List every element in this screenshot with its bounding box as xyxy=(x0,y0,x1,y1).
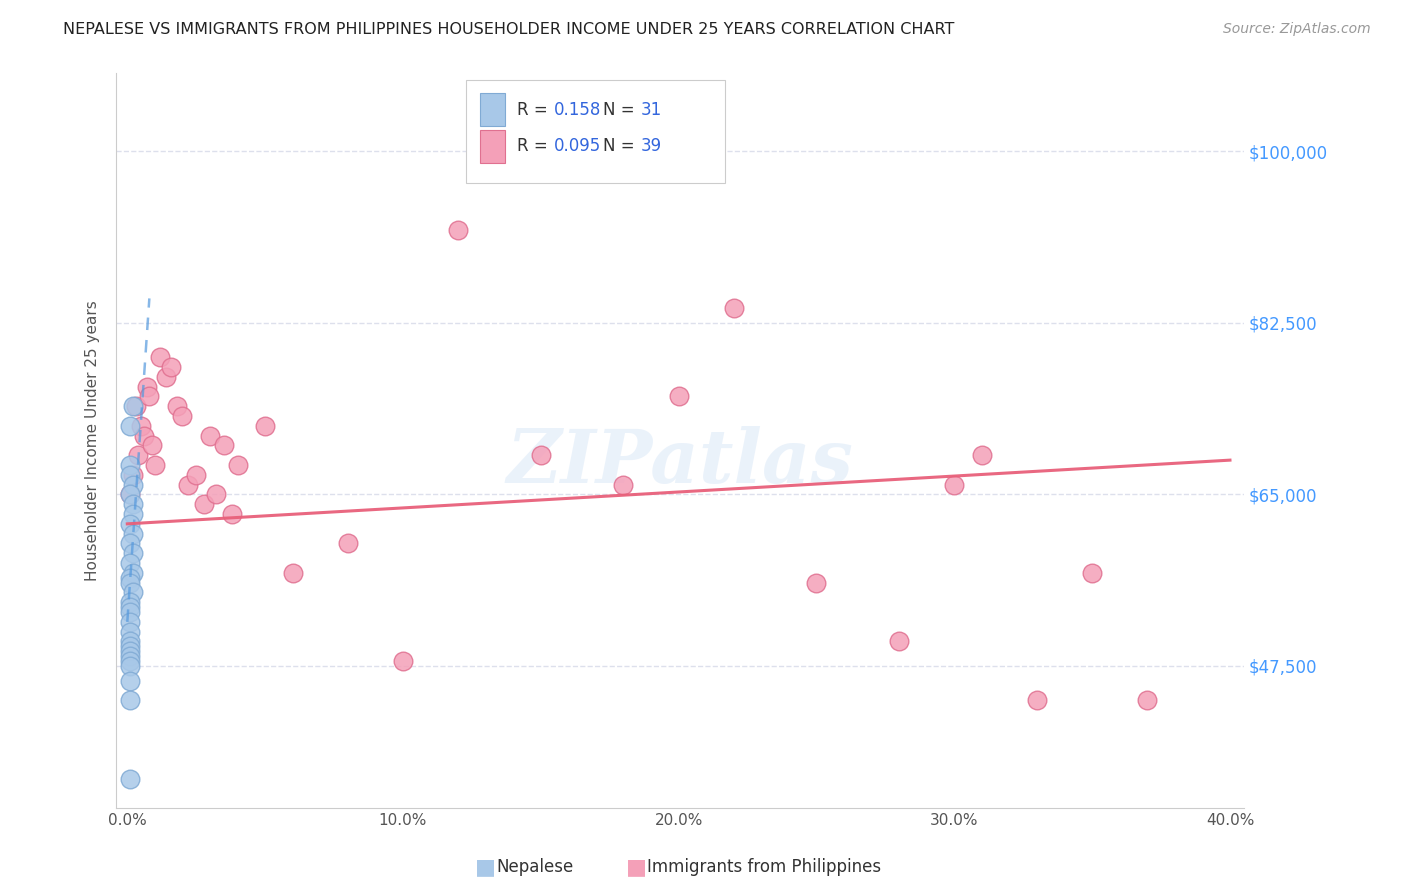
Text: R =: R = xyxy=(516,101,553,119)
Point xyxy=(120,649,142,664)
Point xyxy=(141,438,163,452)
Point xyxy=(120,600,142,615)
FancyBboxPatch shape xyxy=(481,129,505,162)
Point xyxy=(124,399,146,413)
Point xyxy=(120,467,142,482)
Point xyxy=(121,546,143,560)
Point xyxy=(970,448,993,462)
Text: ZIPatlas: ZIPatlas xyxy=(506,426,853,499)
Point xyxy=(121,526,143,541)
Point xyxy=(204,487,226,501)
Point xyxy=(889,634,911,648)
Point xyxy=(177,477,200,491)
Point xyxy=(121,566,143,580)
Point xyxy=(120,654,142,668)
Text: Source: ZipAtlas.com: Source: ZipAtlas.com xyxy=(1223,22,1371,37)
Point xyxy=(447,223,470,237)
Point xyxy=(120,634,142,648)
Point xyxy=(612,477,634,491)
Text: Immigrants from Philippines: Immigrants from Philippines xyxy=(647,858,882,876)
Text: Nepalese: Nepalese xyxy=(496,858,574,876)
Point xyxy=(121,477,143,491)
Point xyxy=(166,399,188,413)
Point xyxy=(143,458,166,472)
Text: NEPALESE VS IMMIGRANTS FROM PHILIPPINES HOUSEHOLDER INCOME UNDER 25 YEARS CORREL: NEPALESE VS IMMIGRANTS FROM PHILIPPINES … xyxy=(63,22,955,37)
Point xyxy=(723,301,745,316)
Text: 0.095: 0.095 xyxy=(554,137,600,155)
Y-axis label: Householder Income Under 25 years: Householder Income Under 25 years xyxy=(86,300,100,581)
Point xyxy=(132,428,155,442)
Point xyxy=(806,575,828,590)
Text: 39: 39 xyxy=(641,137,662,155)
Point xyxy=(120,556,142,570)
Point xyxy=(138,389,160,403)
Point xyxy=(135,379,157,393)
Point xyxy=(120,487,142,501)
Point xyxy=(160,359,183,374)
Point xyxy=(120,571,142,585)
Text: 0.158: 0.158 xyxy=(554,101,602,119)
Point xyxy=(121,399,143,413)
Text: R =: R = xyxy=(516,137,553,155)
Point xyxy=(530,448,553,462)
Text: ■: ■ xyxy=(475,857,496,877)
FancyBboxPatch shape xyxy=(465,80,725,183)
Point xyxy=(120,575,142,590)
Point xyxy=(281,566,304,580)
Point xyxy=(121,497,143,511)
Point xyxy=(120,458,142,472)
Point xyxy=(226,458,249,472)
Point xyxy=(212,438,235,452)
Point xyxy=(668,389,690,403)
Point xyxy=(120,624,142,639)
Text: ■: ■ xyxy=(626,857,647,877)
Point xyxy=(1026,693,1049,707)
Point xyxy=(121,467,143,482)
Point xyxy=(120,615,142,629)
Point xyxy=(186,467,208,482)
Text: N =: N = xyxy=(603,137,640,155)
Point xyxy=(1081,566,1104,580)
Point xyxy=(121,585,143,599)
Point xyxy=(198,428,221,442)
Point xyxy=(120,536,142,550)
Point xyxy=(943,477,966,491)
Point xyxy=(193,497,215,511)
Point xyxy=(155,369,177,384)
Point xyxy=(120,659,142,673)
Point xyxy=(129,418,152,433)
Point xyxy=(120,516,142,531)
Point xyxy=(120,595,142,609)
Point xyxy=(120,693,142,707)
Point xyxy=(120,487,142,501)
FancyBboxPatch shape xyxy=(481,93,505,126)
Text: N =: N = xyxy=(603,101,640,119)
Point xyxy=(120,640,142,654)
Point xyxy=(120,772,142,786)
Point xyxy=(120,418,142,433)
Point xyxy=(120,605,142,619)
Point xyxy=(172,409,194,423)
Point xyxy=(149,350,172,364)
Point xyxy=(120,644,142,658)
Point xyxy=(392,654,415,668)
Point xyxy=(336,536,359,550)
Text: 31: 31 xyxy=(641,101,662,119)
Point xyxy=(120,673,142,688)
Point xyxy=(121,507,143,521)
Point xyxy=(254,418,277,433)
Point xyxy=(127,448,149,462)
Point xyxy=(1136,693,1159,707)
Point xyxy=(221,507,243,521)
